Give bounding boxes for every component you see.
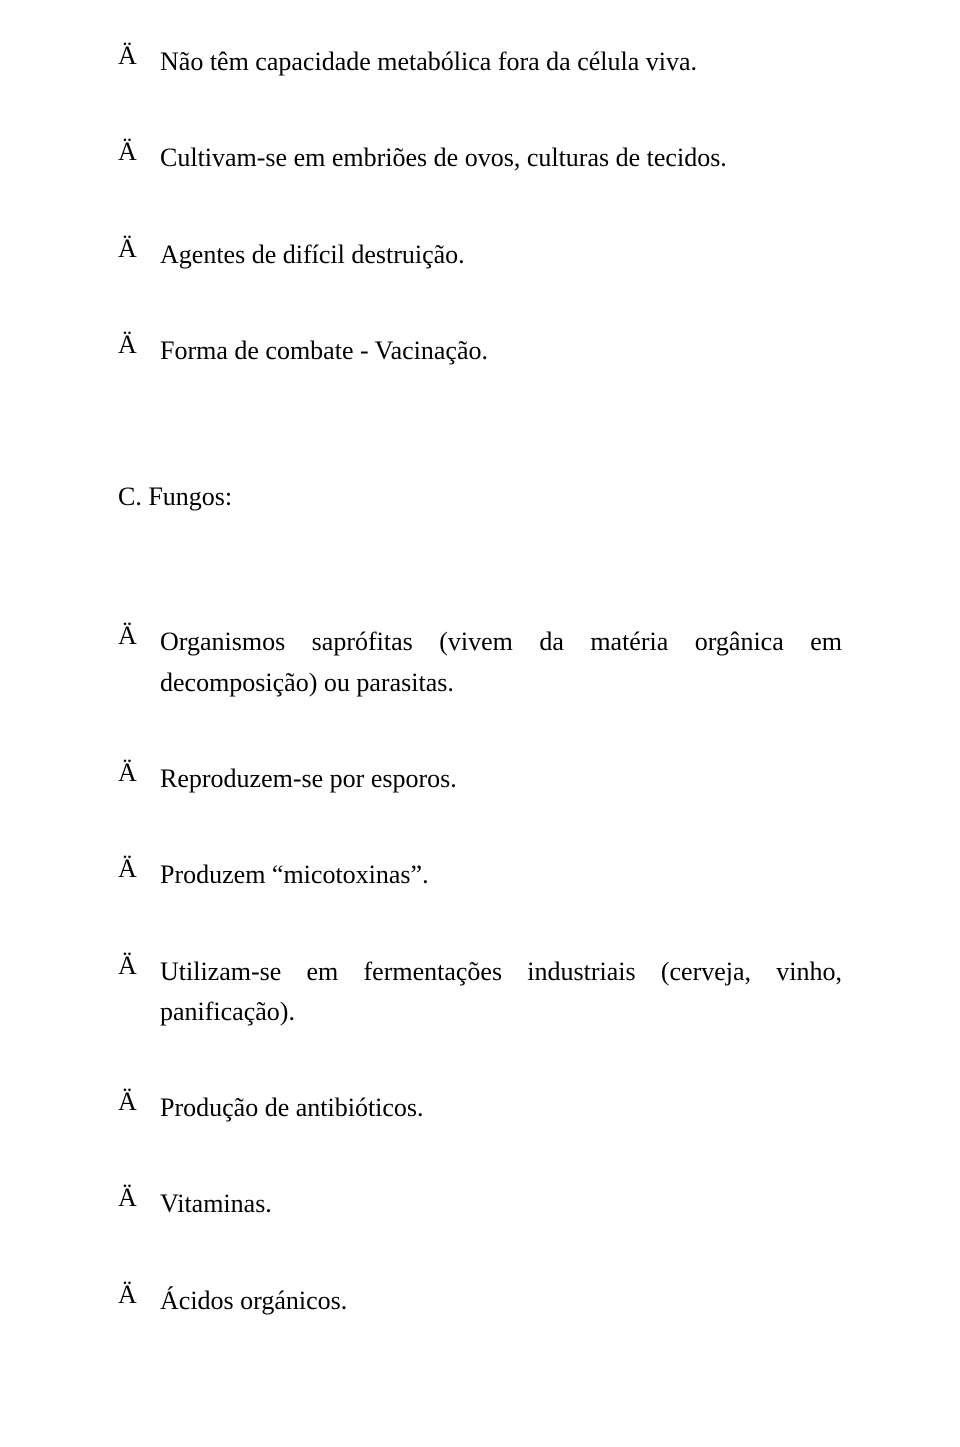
list-item-text: Não têm capacidade metabólica fora da cé… [160, 42, 842, 82]
bullet-icon: Ä [118, 42, 160, 71]
list-item: Ä Agentes de difícil destruição. [118, 235, 842, 275]
list-item: Ä Vitaminas. [118, 1184, 842, 1224]
list-item: Ä Cultivam-se em embriões de ovos, cultu… [118, 138, 842, 178]
list-item-text: Agentes de difícil destruição. [160, 235, 842, 275]
list-item-text: Forma de combate - Vacinação. [160, 331, 842, 371]
bullet-icon: Ä [118, 138, 160, 167]
bullet-icon: Ä [118, 1088, 160, 1117]
list-item-text: Produção de antibióticos. [160, 1088, 842, 1128]
page: Ä Não têm capacidade metabólica fora da … [0, 0, 960, 1363]
bullet-icon: Ä [118, 952, 160, 981]
section-heading: C. Fungos: [118, 481, 842, 512]
bullet-icon: Ä [118, 855, 160, 884]
list-item: Ä Produzem “micotoxinas”. [118, 855, 842, 895]
list-item: Ä Produção de antibióticos. [118, 1088, 842, 1128]
list-item-text: Organismos saprófitas (vivem da matéria … [160, 622, 842, 703]
list-item: Ä Reproduzem-se por esporos. [118, 759, 842, 799]
list-item: Ä Não têm capacidade metabólica fora da … [118, 42, 842, 82]
list-item: Ä Forma de combate - Vacinação. [118, 331, 842, 371]
bullet-icon: Ä [118, 1281, 160, 1310]
bullet-icon: Ä [118, 759, 160, 788]
bullet-icon: Ä [118, 235, 160, 264]
list-item: Ä Utilizam-se em fermentações industriai… [118, 952, 842, 1033]
bullet-icon: Ä [118, 622, 160, 651]
list-item-text: Cultivam-se em embriões de ovos, cultura… [160, 138, 842, 178]
list-item-text: Vitaminas. [160, 1184, 842, 1224]
list-item-text: Ácidos orgánicos. [160, 1281, 842, 1321]
list-item-text: Produzem “micotoxinas”. [160, 855, 842, 895]
bullet-icon: Ä [118, 1184, 160, 1213]
list-item: Ä Organismos saprófitas (vivem da matéri… [118, 622, 842, 703]
list-item: Ä Ácidos orgánicos. [118, 1281, 842, 1321]
list-item-text: Reproduzem-se por esporos. [160, 759, 842, 799]
bullet-icon: Ä [118, 331, 160, 360]
list-item-text: Utilizam-se em fermentações industriais … [160, 952, 842, 1033]
